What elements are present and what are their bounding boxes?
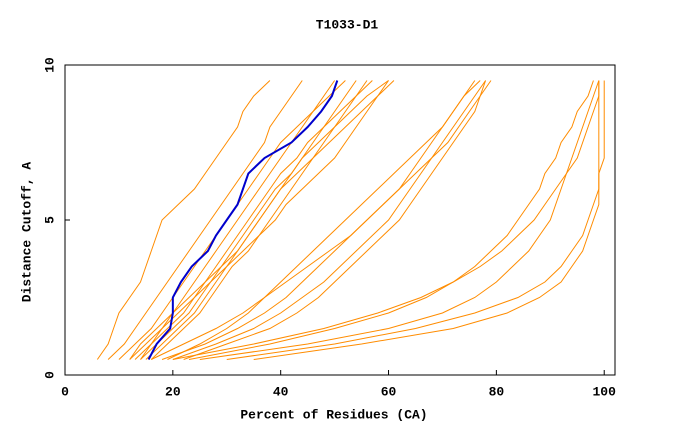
x-tick-label: 20	[165, 384, 181, 399]
x-tick-label: 0	[61, 384, 69, 399]
y-tick-label: 5	[42, 216, 57, 224]
gdt-curve	[226, 80, 600, 360]
x-tick-label: 100	[593, 384, 617, 399]
gdt-curve	[253, 80, 605, 360]
y-axis-label: Distance Cutoff, A	[19, 162, 34, 303]
y-tick-label: 10	[42, 57, 57, 73]
gdt-curve	[199, 80, 600, 360]
gdt-curve	[107, 80, 303, 360]
gdt-curve	[96, 80, 271, 360]
y-tick-label: 0	[42, 371, 57, 379]
gdt-curve	[172, 80, 486, 360]
gdt-curve	[150, 80, 368, 360]
chart-title: T1033-D1	[316, 17, 379, 32]
x-tick-label: 80	[489, 384, 505, 399]
x-axis-label: Percent of Residues (CA)	[240, 407, 427, 422]
x-tick-label: 60	[381, 384, 397, 399]
gdt-curve	[172, 80, 600, 360]
gdt-curve	[167, 80, 476, 360]
gdt-curve	[151, 80, 492, 360]
x-tick-label: 40	[273, 384, 289, 399]
gdt-curve	[188, 80, 594, 360]
gdt-curve	[140, 80, 389, 360]
plot-frame	[64, 64, 616, 376]
gdt-curve	[147, 80, 339, 360]
gdt-curve	[183, 80, 487, 360]
